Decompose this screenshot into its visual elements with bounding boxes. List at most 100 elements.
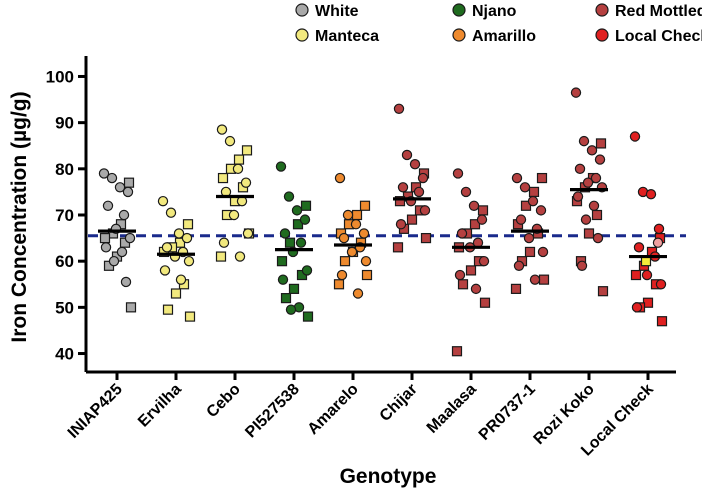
x-axis-title: Genotype bbox=[340, 465, 437, 488]
x-tick-label: Amarelo bbox=[305, 381, 362, 438]
data-point-square bbox=[280, 293, 292, 304]
data-point-circle bbox=[173, 228, 185, 239]
data-point-square bbox=[359, 200, 371, 211]
x-tick-label: Ervilha bbox=[135, 381, 185, 431]
data-point-circle bbox=[277, 274, 289, 285]
legend-swatch bbox=[595, 28, 609, 42]
data-point-square bbox=[182, 219, 194, 230]
x-tick-label: Cebo bbox=[204, 381, 244, 421]
data-point-circle bbox=[242, 228, 254, 239]
data-point-square bbox=[284, 237, 296, 248]
data-point-square bbox=[597, 286, 609, 297]
data-point-circle bbox=[352, 288, 364, 299]
data-point-circle bbox=[393, 103, 405, 114]
data-point-circle bbox=[122, 186, 134, 198]
data-point-circle bbox=[527, 195, 539, 207]
y-axis-title: Iron Concentration (µg/g) bbox=[8, 91, 31, 342]
data-point-circle bbox=[360, 255, 372, 267]
data-point-square bbox=[630, 269, 642, 281]
y-tick-label: 100 bbox=[46, 67, 74, 86]
data-point-circle bbox=[301, 265, 313, 276]
y-tick-label: 90 bbox=[55, 114, 74, 133]
data-point-square bbox=[528, 186, 540, 198]
data-point-circle bbox=[124, 232, 136, 244]
data-point-circle bbox=[535, 205, 547, 216]
data-point-square bbox=[406, 214, 418, 225]
data-point-circle bbox=[358, 228, 370, 239]
data-point-circle bbox=[511, 172, 523, 184]
data-point-circle bbox=[594, 154, 606, 165]
data-point-square bbox=[477, 205, 489, 216]
data-point-square bbox=[99, 232, 111, 244]
data-point-circle bbox=[240, 177, 252, 188]
y-tick-label: 70 bbox=[55, 206, 74, 225]
data-point-square bbox=[276, 256, 288, 267]
data-point-circle bbox=[216, 124, 228, 135]
data-point-circle bbox=[653, 223, 665, 235]
data-point-circle bbox=[523, 232, 535, 244]
data-point-circle bbox=[283, 191, 295, 202]
data-point-circle bbox=[334, 172, 346, 184]
data-point-circle bbox=[395, 219, 407, 230]
data-point-circle bbox=[572, 191, 584, 202]
x-tick-label: PR0737-1 bbox=[476, 381, 539, 444]
legend-label: Red Mottled bbox=[615, 3, 702, 20]
data-point-circle bbox=[106, 172, 118, 184]
data-point-square bbox=[123, 177, 135, 188]
data-point-circle bbox=[586, 145, 598, 156]
x-tick-label: PI527538 bbox=[242, 381, 303, 442]
legend-swatch bbox=[295, 28, 309, 42]
x-tick-label: Chijar bbox=[377, 381, 421, 425]
data-point-square bbox=[361, 269, 373, 281]
data-point-circle bbox=[582, 177, 594, 188]
data-point-square bbox=[538, 274, 550, 285]
data-point-square bbox=[162, 304, 174, 315]
data-point-square bbox=[595, 138, 607, 149]
data-point-circle bbox=[456, 228, 468, 239]
x-tick-label: Maalasa bbox=[424, 381, 480, 437]
data-point-square bbox=[288, 283, 300, 294]
data-point-circle bbox=[120, 276, 132, 288]
data-point-square bbox=[302, 311, 314, 322]
data-point-circle bbox=[338, 232, 350, 244]
data-point-circle bbox=[295, 237, 307, 248]
data-point-circle bbox=[633, 242, 645, 253]
data-point-square bbox=[241, 145, 253, 156]
data-point-circle bbox=[116, 246, 128, 258]
data-point-circle bbox=[570, 87, 582, 98]
data-point-circle bbox=[157, 195, 169, 207]
data-point-circle bbox=[175, 274, 187, 285]
data-point-square bbox=[333, 279, 345, 290]
data-point-circle bbox=[401, 149, 413, 161]
data-point-square bbox=[184, 311, 196, 322]
data-point-circle bbox=[397, 182, 409, 193]
data-point-circle bbox=[592, 232, 604, 244]
data-point-circle bbox=[454, 269, 466, 281]
data-point-circle bbox=[409, 159, 421, 170]
data-point-circle bbox=[588, 200, 600, 211]
data-point-circle bbox=[183, 255, 195, 267]
data-point-square bbox=[457, 279, 469, 290]
legend-swatch bbox=[295, 3, 309, 17]
data-point-circle bbox=[478, 255, 490, 267]
data-point-circle bbox=[652, 237, 664, 248]
y-axis: 40 50 60 70 80 90 100 bbox=[46, 56, 88, 372]
data-point-circle bbox=[234, 251, 246, 262]
data-point-circle bbox=[574, 163, 586, 175]
data-point-circle bbox=[576, 260, 588, 271]
data-point-square bbox=[300, 200, 312, 211]
data-point-square bbox=[524, 246, 536, 258]
data-point-circle bbox=[181, 232, 193, 244]
data-point-circle bbox=[159, 265, 171, 276]
data-point-square bbox=[215, 251, 227, 262]
data-point-circle bbox=[580, 214, 592, 225]
data-point-circle bbox=[161, 242, 173, 253]
data-point-circle bbox=[529, 274, 541, 285]
data-point-square bbox=[656, 316, 668, 327]
data-point-circle bbox=[629, 131, 641, 142]
legend-label: Local Check bbox=[615, 28, 702, 45]
y-tick-label: 50 bbox=[55, 298, 74, 317]
data-point-circle bbox=[350, 219, 362, 230]
data-point-circle bbox=[218, 237, 230, 248]
